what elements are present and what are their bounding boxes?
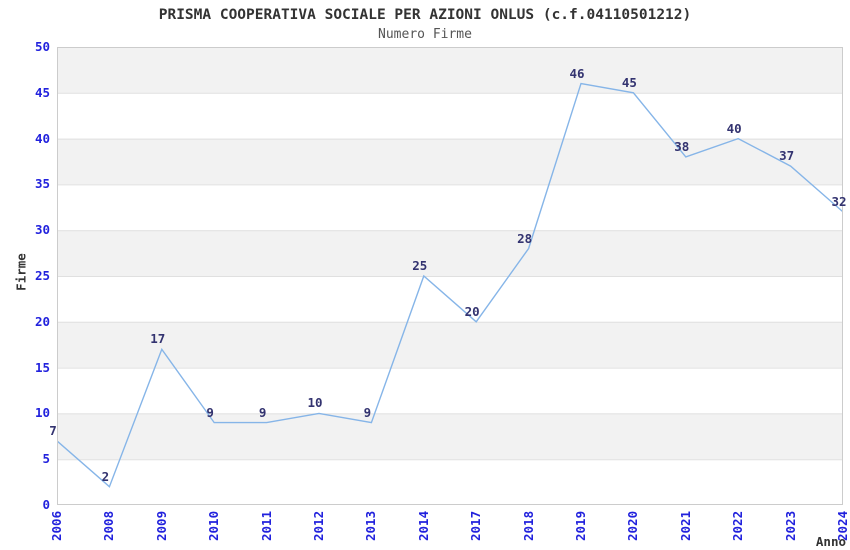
x-tick-label: 2021 [677,511,693,542]
plot-band [57,138,843,185]
x-tick-label: 2019 [573,511,588,542]
x-tick-label: 2008 [101,511,117,542]
data-point-label: 46 [569,65,585,81]
data-point-label: 20 [464,303,480,319]
plot-band [57,413,843,460]
x-tick-label: 2010 [206,511,222,542]
data-point-label: 37 [779,148,795,164]
x-tick-label: 2012 [311,511,326,542]
y-tick-label: 5 [42,451,50,467]
y-tick-label: 25 [34,268,50,283]
y-tick-label: 20 [34,313,50,329]
series-line [57,82,843,488]
plot-area [57,47,843,505]
x-tick-label: 2006 [49,511,64,542]
data-point-label: 45 [621,74,637,90]
x-tick-label: 2011 [258,511,274,542]
data-point-label: 17 [150,331,166,347]
data-point-label: 9 [206,404,214,420]
data-point-label: 40 [726,120,742,136]
y-tick-label: 0 [42,497,50,512]
x-tick-label: 2013 [363,511,379,542]
chart-subtitle: Numero Firme [378,27,472,42]
plot-band [57,321,843,368]
data-point-label: 9 [258,404,267,420]
x-tick-label: 2020 [625,511,641,542]
data-point-label: 9 [363,404,372,420]
y-tick-label: 45 [34,84,50,100]
x-tick-label: 2009 [153,511,169,542]
x-tick-label: 2014 [415,511,431,542]
y-tick-label: 15 [34,359,50,375]
y-tick-label: 10 [34,405,50,421]
y-tick-label: 30 [34,222,50,238]
chart-title: PRISMA COOPERATIVA SOCIALE PER AZIONI ON… [158,7,692,23]
y-tick-label: 50 [34,39,50,54]
data-point-label: 10 [307,395,323,411]
data-point-label: 32 [831,193,847,209]
x-tick-label: 2017 [468,511,484,542]
data-point-label: 7 [49,422,57,438]
y-tick-label: 35 [34,176,50,192]
y-axis-title: Firme [13,253,29,291]
x-tick-label: 2022 [730,511,746,542]
x-tick-label: 2023 [782,511,798,542]
data-point-label: 28 [517,230,533,246]
plot-band [57,230,843,276]
data-point-label: 2 [101,468,110,484]
plot-border [57,47,843,505]
data-point-label: 38 [674,138,690,154]
x-axis-title: Anno [815,534,846,549]
x-tick-label: 2018 [520,511,536,542]
data-point-label: 25 [412,258,428,273]
plot-band [57,47,843,93]
y-tick-label: 40 [34,130,50,146]
